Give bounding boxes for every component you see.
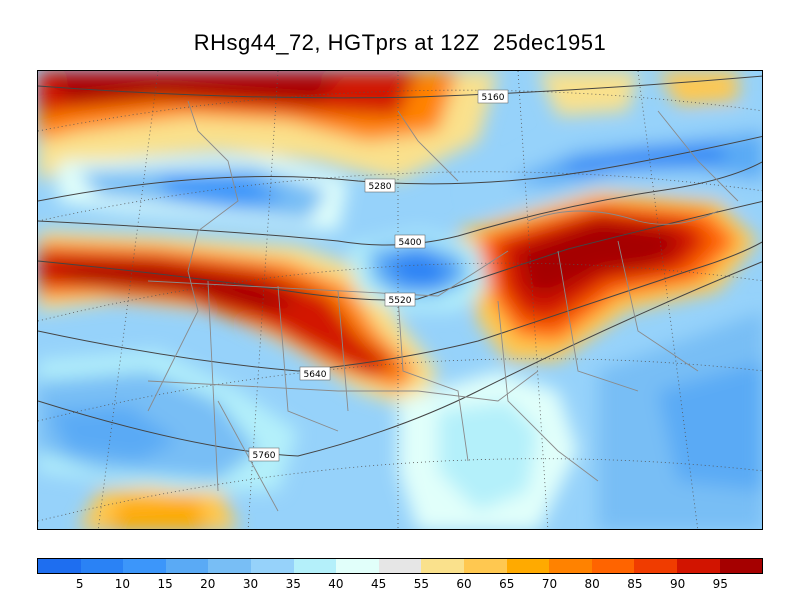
colorbar-swatch <box>378 559 422 573</box>
colorbar-tick-label: 45 <box>371 577 387 591</box>
colorbar-tick-label: 20 <box>200 577 216 591</box>
svg-text:5400: 5400 <box>399 238 422 248</box>
colorbar-tick-label: 60 <box>456 577 472 591</box>
colorbar-swatch <box>293 559 337 573</box>
contour-label-5400: 5400 <box>394 234 426 249</box>
colorbar-tick-label: 15 <box>157 577 173 591</box>
colorbar-tick-label: 35 <box>285 577 301 591</box>
colorbar-swatch <box>719 559 763 573</box>
contour-label-5520: 5520 <box>384 292 416 307</box>
contour-label-group: 5160 5280 5400 5520 5640 <box>248 89 509 462</box>
colorbar-tick-label: 80 <box>584 577 600 591</box>
colorbar-tick-label: 10 <box>114 577 131 591</box>
colorbar-swatch <box>250 559 294 573</box>
colorbar-swatch <box>676 559 720 573</box>
colorbar-swatch <box>38 559 81 573</box>
colorbar-swatch <box>336 559 379 573</box>
colorbar-swatch <box>463 559 507 573</box>
colorbar-tick-label: 90 <box>669 577 686 591</box>
contour-label-5160: 5160 <box>477 89 509 104</box>
colorbar-labels: 5 10 15 20 30 35 40 45 55 60 65 70 80 85 90 95 <box>37 577 763 593</box>
colorbar-swatch <box>80 559 124 573</box>
svg-text:5280: 5280 <box>369 182 392 192</box>
colorbar-tick-label: 95 <box>712 577 728 591</box>
colorbar-swatch <box>506 559 550 573</box>
height-contours <box>38 75 762 457</box>
boundaries <box>147 100 739 512</box>
colorbar-swatch <box>421 559 464 573</box>
colorbar-swatch <box>165 559 209 573</box>
svg-text:5520: 5520 <box>389 296 412 306</box>
colorbar-swatch <box>634 559 677 573</box>
colorbar-tick-label: 85 <box>627 577 643 591</box>
contour-label-5640: 5640 <box>299 366 331 381</box>
contour-label-5760: 5760 <box>248 447 280 462</box>
colorbar-tick-label: 30 <box>242 577 259 591</box>
colorbar-tick-label: 55 <box>413 577 429 591</box>
colorbar <box>37 558 763 574</box>
svg-text:5160: 5160 <box>482 93 505 103</box>
map-canvas: 5160 5280 5400 5520 5640 <box>38 71 762 529</box>
colorbar-swatch <box>549 559 592 573</box>
colorbar-swatch <box>591 559 635 573</box>
colorbar-swatch <box>123 559 166 573</box>
colorbar-tick-label: 70 <box>541 577 558 591</box>
map-title: RHsg44_72, HGTprs at 12Z 25dec1951 <box>193 30 607 55</box>
contour-label-5280: 5280 <box>364 178 396 193</box>
colorbar-tick-label: 5 <box>75 577 84 591</box>
colorbar-tick-label: 40 <box>328 577 344 591</box>
humidity-field <box>38 71 762 529</box>
map-plot-area: 5160 5280 5400 5520 5640 <box>37 70 763 530</box>
colorbar-tick-label: 65 <box>499 577 515 591</box>
svg-text:5760: 5760 <box>253 451 276 461</box>
colorbar-swatch <box>208 559 251 573</box>
svg-text:5640: 5640 <box>304 370 327 380</box>
